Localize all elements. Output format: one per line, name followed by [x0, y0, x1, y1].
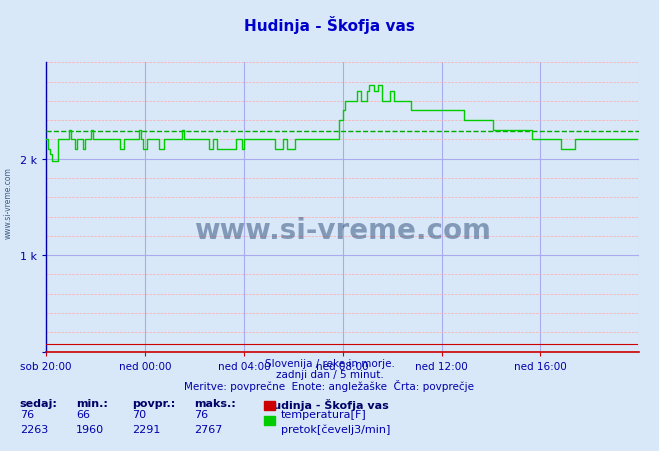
Text: 2291: 2291: [132, 424, 160, 434]
Text: 66: 66: [76, 410, 90, 419]
Text: Slovenija / reke in morje.: Slovenija / reke in morje.: [264, 359, 395, 368]
Text: 2263: 2263: [20, 424, 48, 434]
Text: 76: 76: [20, 410, 34, 419]
Text: povpr.:: povpr.:: [132, 398, 175, 408]
Text: 76: 76: [194, 410, 208, 419]
Text: Meritve: povprečne  Enote: angležaške  Črta: povprečje: Meritve: povprečne Enote: angležaške Črt…: [185, 379, 474, 391]
Text: min.:: min.:: [76, 398, 107, 408]
Text: temperatura[F]: temperatura[F]: [281, 410, 366, 419]
Text: www.si-vreme.com: www.si-vreme.com: [194, 216, 491, 244]
Text: maks.:: maks.:: [194, 398, 236, 408]
Text: Hudinja - Škofja vas: Hudinja - Škofja vas: [244, 16, 415, 34]
Text: zadnji dan / 5 minut.: zadnji dan / 5 minut.: [275, 369, 384, 379]
Text: Hudinja - Škofja vas: Hudinja - Škofja vas: [264, 398, 388, 410]
Text: 70: 70: [132, 410, 146, 419]
Text: www.si-vreme.com: www.si-vreme.com: [4, 167, 13, 239]
Text: 1960: 1960: [76, 424, 104, 434]
Text: 2767: 2767: [194, 424, 223, 434]
Text: sedaj:: sedaj:: [20, 398, 57, 408]
Text: pretok[čevelj3/min]: pretok[čevelj3/min]: [281, 424, 390, 434]
